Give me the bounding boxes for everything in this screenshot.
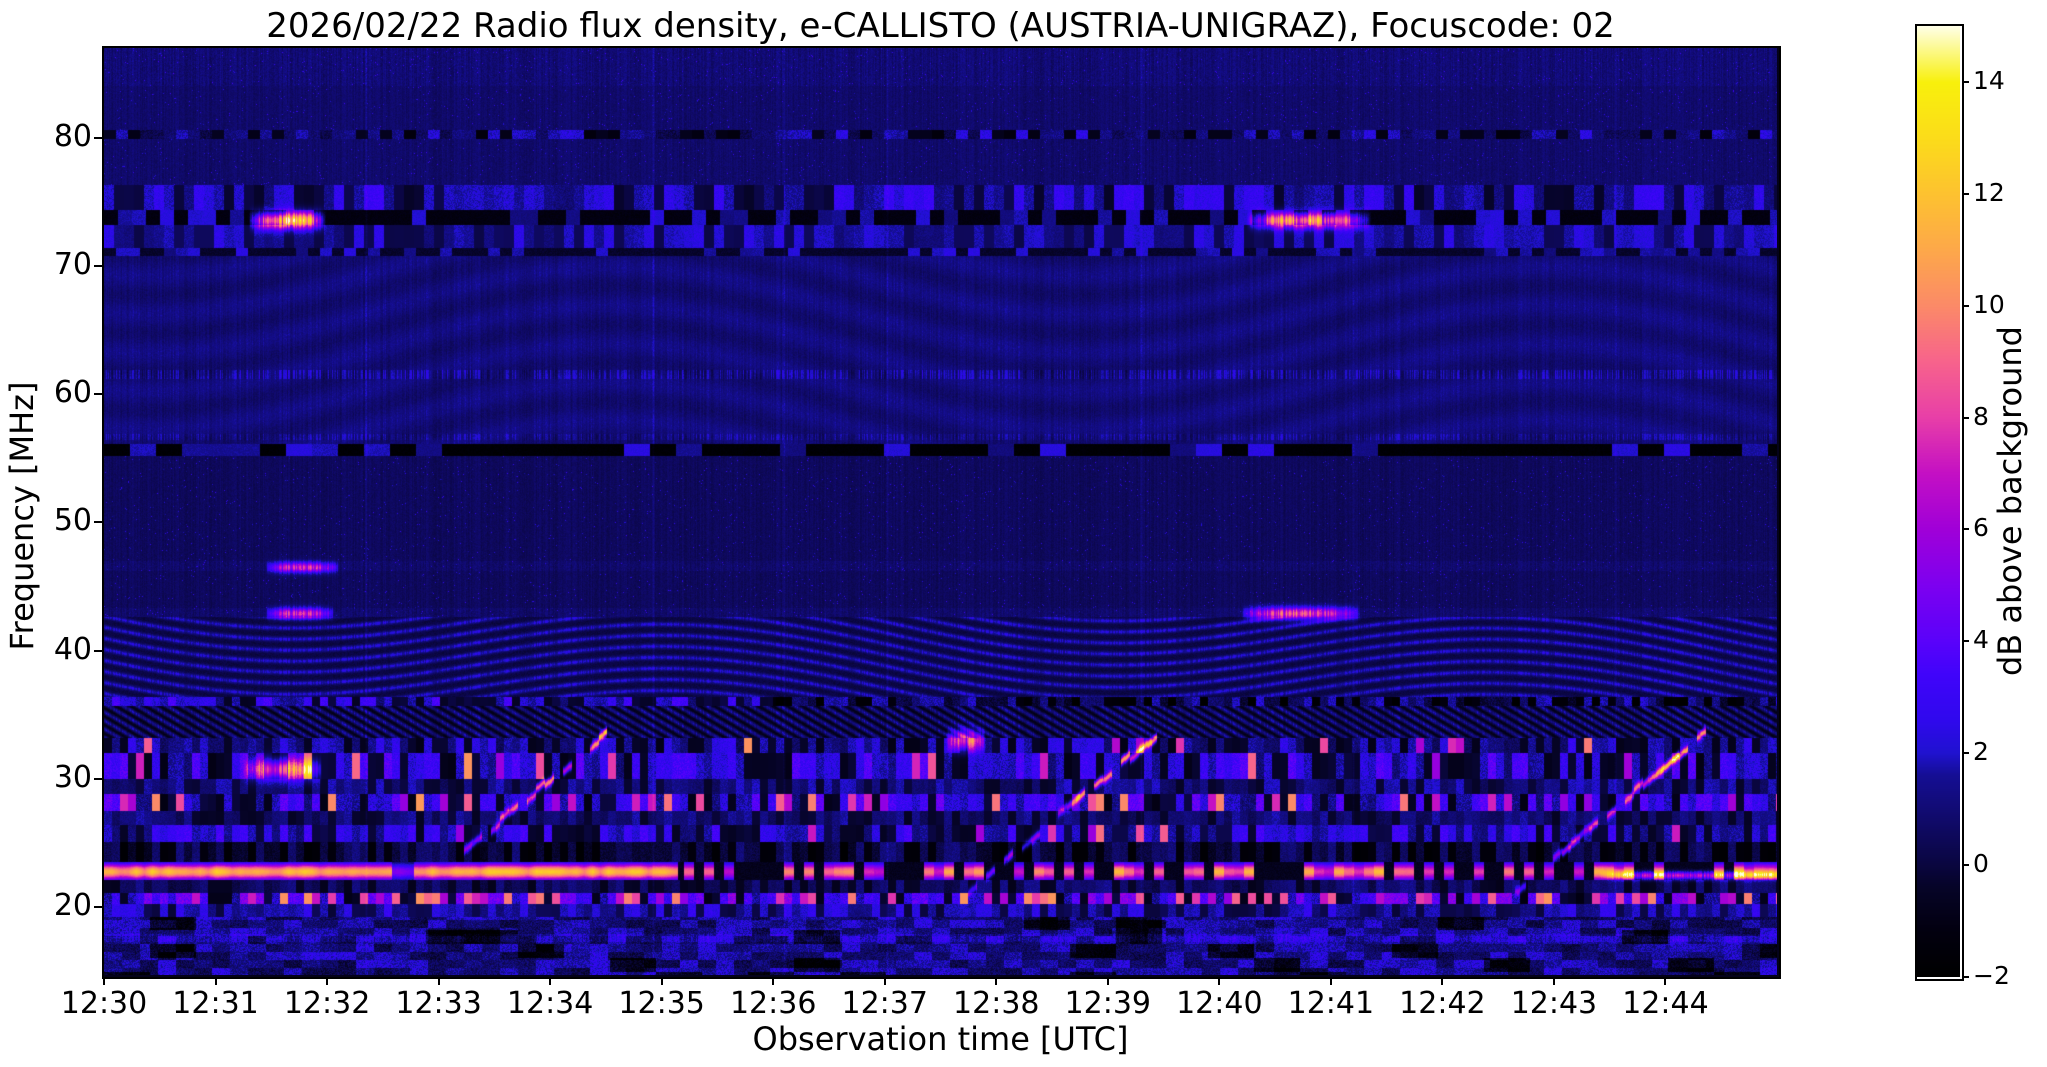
- colorbar-tick-mark: [1962, 192, 1969, 195]
- x-tick-label: 12:36: [729, 986, 817, 1021]
- colorbar-tick-mark: [1962, 304, 1969, 307]
- colorbar-tick-mark: [1962, 528, 1969, 531]
- y-tick-mark: [94, 136, 102, 139]
- x-tick-mark: [772, 977, 775, 985]
- colorbar-tick-label: 4: [1973, 625, 1989, 655]
- y-axis-label: Frequency [MHz]: [3, 381, 41, 651]
- colorbar-label: dB above background: [1991, 326, 2029, 676]
- x-tick-label: 12:38: [953, 986, 1040, 1021]
- colorbar-tick-mark: [1962, 864, 1969, 867]
- x-tick-label: 12:41: [1287, 986, 1375, 1021]
- colorbar-tick-label: 6: [1973, 513, 1989, 543]
- x-tick-mark: [103, 977, 105, 985]
- y-tick-mark: [94, 649, 102, 652]
- x-tick-label: 12:33: [395, 986, 482, 1021]
- x-tick-mark: [437, 977, 440, 985]
- spectrogram-canvas: [104, 48, 1777, 975]
- x-tick-mark: [326, 977, 329, 985]
- colorbar-tick-label: 10: [1973, 289, 2005, 319]
- x-tick-mark: [549, 977, 552, 985]
- y-tick-mark: [94, 521, 102, 524]
- x-tick-label: 12:42: [1399, 986, 1486, 1021]
- y-tick-label: 80: [53, 118, 92, 154]
- colorbar-tick-label: 12: [1973, 177, 2005, 207]
- colorbar-tick-mark: [1962, 80, 1969, 83]
- x-tick-mark: [660, 977, 663, 985]
- y-tick-label: 30: [53, 759, 92, 795]
- x-tick-mark: [995, 977, 998, 985]
- x-tick-label: 12:43: [1510, 986, 1598, 1021]
- y-tick-label: 40: [53, 631, 92, 667]
- x-axis-label: Observation time [UTC]: [752, 1020, 1129, 1058]
- plot-title: 2026/02/22 Radio flux density, e-CALLIST…: [266, 6, 1615, 46]
- colorbar-tick-label: 0: [1973, 849, 1989, 879]
- x-tick-mark: [1106, 977, 1109, 985]
- colorbar-tick-mark: [1962, 752, 1969, 755]
- colorbar-frame: [1915, 24, 1964, 981]
- colorbar-tick-label: 14: [1973, 65, 2005, 95]
- x-tick-mark: [1329, 977, 1332, 985]
- x-tick-label: 12:31: [172, 986, 259, 1021]
- y-tick-label: 50: [53, 503, 92, 539]
- colorbar-tick-mark: [1962, 640, 1969, 643]
- colorbar-canvas: [1917, 26, 1960, 977]
- x-tick-label: 12:39: [1064, 986, 1152, 1021]
- y-tick-mark: [94, 906, 102, 909]
- colorbar-tick-label: 8: [1973, 401, 1989, 431]
- colorbar-tick-label: −2: [1973, 961, 2010, 990]
- x-tick-label: 12:37: [841, 986, 928, 1021]
- x-tick-label: 12:35: [618, 986, 705, 1021]
- x-tick-mark: [1664, 977, 1667, 985]
- x-tick-label: 12:34: [506, 986, 594, 1021]
- y-tick-mark: [94, 777, 102, 780]
- x-tick-mark: [1552, 977, 1555, 985]
- x-tick-mark: [883, 977, 886, 985]
- colorbar-tick-mark: [1962, 976, 1969, 978]
- y-tick-label: 20: [53, 888, 92, 924]
- y-tick-mark: [94, 393, 102, 396]
- x-tick-label: 12:32: [283, 986, 371, 1021]
- x-tick-label: 12:30: [60, 986, 148, 1021]
- x-tick-label: 12:44: [1622, 986, 1709, 1021]
- colorbar-tick-mark: [1962, 416, 1969, 419]
- colorbar-tick-label: 2: [1973, 737, 1989, 767]
- y-tick-label: 70: [53, 246, 92, 282]
- x-tick-mark: [1218, 977, 1221, 985]
- y-tick-mark: [94, 264, 102, 267]
- x-tick-label: 12:40: [1176, 986, 1263, 1021]
- x-tick-mark: [214, 977, 217, 985]
- y-tick-label: 60: [53, 375, 92, 411]
- x-tick-mark: [1441, 977, 1444, 985]
